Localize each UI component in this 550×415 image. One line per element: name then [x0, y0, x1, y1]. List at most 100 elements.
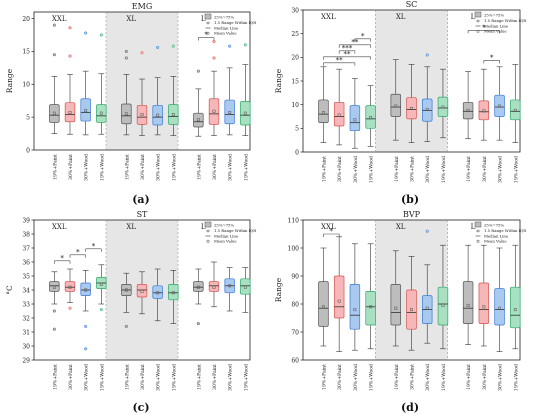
y-tick-label: 30 [291, 7, 299, 14]
iqr-box [136, 104, 148, 125]
mean-marker [441, 105, 445, 109]
significance-label: *** [342, 44, 353, 52]
x-tick-label: 19%+Wood [99, 154, 105, 181]
group-label: XXL [52, 15, 67, 23]
significance-label: * [76, 248, 80, 256]
mean-marker [337, 299, 341, 303]
box-L-3 [510, 64, 521, 143]
box-L-1 [478, 68, 490, 141]
iqr-box [240, 101, 251, 126]
mean-marker [321, 111, 325, 115]
y-tick-label: 20 [22, 16, 30, 23]
mean-marker [171, 113, 175, 116]
x-tick-label: 30%+Paint [410, 156, 416, 182]
box-L-2 [494, 247, 505, 352]
significance-bracket: * [85, 242, 102, 252]
x-tick-label: 30%+Wood [425, 156, 431, 183]
y-tick-label: 33 [22, 301, 30, 308]
box-L-1 [208, 40, 220, 136]
y-axis-label: Range [274, 277, 283, 302]
box-XL-2 [152, 268, 163, 322]
significance-bracket: * [54, 254, 71, 264]
outlier-point [68, 54, 72, 58]
mean-marker [513, 308, 517, 312]
box-XXL-2 [349, 243, 361, 351]
y-tick-label: 34 [22, 287, 30, 294]
iqr-box [49, 104, 60, 123]
x-tick-label: 19%+Wood [441, 156, 447, 183]
box-XL-0 [390, 250, 402, 347]
legend-entry: Median Line [214, 25, 239, 30]
iqr-box [240, 278, 251, 295]
y-tick-label: 29 [22, 357, 30, 364]
iqr-box [168, 104, 179, 125]
outlier-point [140, 51, 144, 55]
y-axis-label: °C [5, 285, 14, 295]
y-tick-label: 10 [291, 102, 299, 109]
significance-bracket: * [354, 32, 371, 42]
x-tick-label: 30%+Wood [353, 156, 359, 183]
mean-marker [196, 118, 200, 122]
mean-marker [212, 285, 216, 289]
iqr-box [152, 104, 163, 126]
iqr-box [349, 105, 361, 132]
y-tick-label: 70 [291, 329, 299, 336]
group-label: XL [396, 223, 406, 231]
x-tick-label: 19%+Paint [321, 364, 327, 390]
outlier-point [124, 56, 128, 60]
box-XL-0 [390, 59, 402, 141]
group-label: XXL [321, 13, 336, 21]
outlier-point [124, 324, 128, 328]
legend-entry: Mean Value [484, 29, 507, 34]
outlier-point [196, 69, 200, 73]
y-tick-label: 38 [22, 231, 30, 238]
legend-entry: Mean Value [214, 31, 237, 36]
mean-marker [156, 291, 160, 295]
outlier-point [425, 229, 429, 233]
mean-marker [410, 308, 413, 312]
group-label: L [201, 15, 206, 23]
box-XXL-2 [349, 78, 361, 149]
mean-marker [84, 109, 88, 113]
x-tick-label: 19%+Paint [394, 364, 400, 390]
box-L-3 [510, 244, 521, 350]
panel-d: BVP Range 60 70 80 90 100 110 XXL XL L * 19%+Paint 30… [274, 210, 526, 391]
y-tick-label: 90 [291, 273, 299, 280]
box-XXL-2 [80, 31, 91, 136]
x-tick-label: 19%+Paint [196, 154, 202, 180]
outlier-point [99, 33, 103, 37]
outlier-point [212, 56, 216, 60]
x-tick-label: 19%+Wood [369, 156, 375, 183]
mean-marker [425, 107, 429, 111]
x-tick-label: 19%+Paint [321, 156, 327, 182]
box-XXL-3 [365, 243, 376, 350]
iqr-box [136, 284, 148, 298]
x-tick-label: 19%+Paint [466, 156, 472, 182]
iqr-box [437, 286, 449, 326]
iqr-box [80, 98, 91, 122]
y-tick-label: 37 [22, 245, 30, 252]
mean-marker [466, 303, 470, 307]
y-tick-label: 10 [22, 82, 30, 89]
x-tick-label: 19%+Wood [513, 364, 519, 391]
iqr-box [224, 99, 235, 125]
x-tick-label: 30%+Paint [337, 156, 343, 182]
box-XL-3 [437, 244, 449, 350]
mean-marker [498, 306, 502, 310]
box-L-0 [193, 268, 204, 326]
y-tick-label: 0 [26, 147, 30, 154]
iqr-box [390, 284, 402, 326]
mean-marker [369, 305, 373, 309]
y-tick-label: 31 [22, 329, 30, 336]
box-XXL-0 [49, 23, 60, 134]
y-tick-label: 32 [22, 315, 30, 322]
box-XXL-1 [333, 236, 345, 352]
mean-marker [482, 305, 486, 309]
mean-marker [140, 113, 144, 116]
panel-c: ST °C 29 30 31 32 33 34 35 36 37 38 39 XXL XL L * * * 19%+P… [5, 210, 256, 391]
legend-entry: 25%~75% [214, 14, 234, 19]
y-tick-label: 30 [22, 343, 30, 350]
